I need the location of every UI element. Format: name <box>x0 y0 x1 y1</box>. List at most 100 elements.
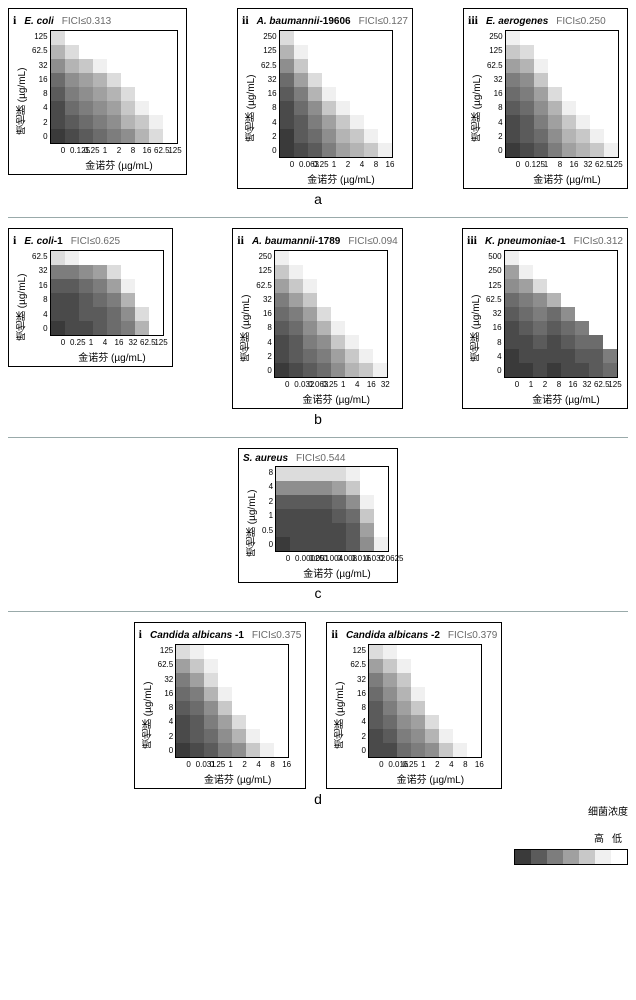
heatmap-cell <box>576 87 590 101</box>
heatmap-cell <box>519 321 533 335</box>
heatmap-cell <box>121 101 135 115</box>
panel-frame: iE. coli-1FICI≤0.625喷他脒 (µg/mL)048163262… <box>8 228 173 367</box>
heatmap-cell <box>364 87 378 101</box>
heatmap-cell <box>369 701 383 715</box>
legend-swatch <box>563 850 579 864</box>
heatmap-cell <box>506 101 520 115</box>
heatmap-cell <box>274 743 288 757</box>
heatmap-cell <box>534 129 548 143</box>
y-axis-label: 喷他脒 (µg/mL) <box>467 250 486 406</box>
heatmap-cell <box>121 31 135 45</box>
heatmap-cell <box>576 115 590 129</box>
heatmap-cell <box>218 687 232 701</box>
heatmap-cell <box>275 251 289 265</box>
heatmap-cell <box>135 31 149 45</box>
heatmap-cell <box>378 129 392 143</box>
heatmap-cell <box>604 129 618 143</box>
section-letter: c <box>8 585 628 601</box>
heatmap-cell <box>562 45 576 59</box>
heatmap-cell <box>149 129 163 143</box>
heatmap-cell <box>190 673 204 687</box>
heatmap-cell <box>107 129 121 143</box>
heatmap-cell <box>79 31 93 45</box>
heatmap-cell <box>589 363 603 377</box>
heatmap-cell <box>163 31 177 45</box>
heatmap-cell <box>589 279 603 293</box>
organism-name: E. aerogenes <box>486 16 548 27</box>
heatmap-cell <box>232 659 246 673</box>
legend-high: 高 <box>594 830 604 845</box>
heatmap-cell <box>505 293 519 307</box>
heatmap-cell <box>294 115 308 129</box>
panel-index: iii <box>467 233 477 248</box>
panel-title: iE. coli-1FICI≤0.625 <box>13 233 168 248</box>
heatmap-cell <box>79 115 93 129</box>
heatmap-cell <box>439 673 453 687</box>
heatmap-cell <box>364 101 378 115</box>
heatmap-cell <box>603 293 617 307</box>
heatmap-panel: iE. coli-1FICI≤0.625喷他脒 (µg/mL)048163262… <box>8 228 173 409</box>
heatmap-cell <box>589 349 603 363</box>
heatmap-cell <box>51 279 65 293</box>
heatmap-cell <box>317 265 331 279</box>
heatmap-cell <box>304 495 318 509</box>
heatmap-cell <box>289 293 303 307</box>
heatmap-cell <box>93 87 107 101</box>
heatmap-cell <box>548 115 562 129</box>
heatmap-cell <box>505 363 519 377</box>
section-divider <box>8 217 628 218</box>
heatmap-cell <box>246 715 260 729</box>
heatmap-cell <box>275 293 289 307</box>
heatmap-cell <box>51 307 65 321</box>
heatmap-cell <box>318 537 332 551</box>
heatmap-cell <box>176 687 190 701</box>
heatmap-cell <box>345 335 359 349</box>
heatmap-cell <box>425 645 439 659</box>
heatmap-cell <box>121 115 135 129</box>
heatmap-cell <box>294 73 308 87</box>
heatmap-cell <box>121 73 135 87</box>
heatmap-cell <box>350 73 364 87</box>
heatmap-cell <box>322 101 336 115</box>
heatmap-cell <box>218 645 232 659</box>
heatmap-cell <box>204 701 218 715</box>
heatmap-cell <box>562 143 576 157</box>
heatmap-cell <box>218 715 232 729</box>
y-axis-label: 喷他脒 (µg/mL) <box>237 250 256 406</box>
heatmap-cell <box>332 481 346 495</box>
heatmap-cell <box>93 101 107 115</box>
heatmap-cell <box>322 115 336 129</box>
heatmap-cell <box>135 321 149 335</box>
heatmap-cell <box>505 321 519 335</box>
heatmap-cell <box>332 495 346 509</box>
heatmap-cell <box>383 701 397 715</box>
heatmap-cell <box>533 307 547 321</box>
heatmap-cell <box>590 73 604 87</box>
heatmap-cell <box>121 129 135 143</box>
heatmap-cell <box>149 293 163 307</box>
heatmap-cell <box>383 743 397 757</box>
heatmap-cell <box>93 115 107 129</box>
heatmap-cell <box>318 495 332 509</box>
heatmap-cell <box>397 659 411 673</box>
heatmap-cell <box>562 31 576 45</box>
heatmap-cell <box>453 743 467 757</box>
heatmap-cell <box>547 363 561 377</box>
legend-swatch <box>531 850 547 864</box>
heatmap-cell <box>121 321 135 335</box>
heatmap-cell <box>322 59 336 73</box>
heatmap-cell <box>289 349 303 363</box>
y-axis-label: 喷他脒 (µg/mL) <box>243 466 262 580</box>
heatmap-cell <box>467 743 481 757</box>
heatmap-cell <box>383 645 397 659</box>
heatmap-cell <box>373 279 387 293</box>
heatmap-cell <box>533 321 547 335</box>
heatmap-panel: iiiE. aerogenesFICI≤0.250喷他脒 (µg/mL)0248… <box>463 8 628 189</box>
section-a: iE. coliFICI≤0.313喷他脒 (µg/mL)0248163262.… <box>8 8 628 207</box>
heatmap-cell <box>604 101 618 115</box>
heatmap-cell <box>346 467 360 481</box>
y-axis-label: 喷他脒 (µg/mL) <box>139 644 158 786</box>
heatmap-cell <box>533 363 547 377</box>
heatmap-cell <box>276 481 290 495</box>
heatmap-cell <box>107 265 121 279</box>
